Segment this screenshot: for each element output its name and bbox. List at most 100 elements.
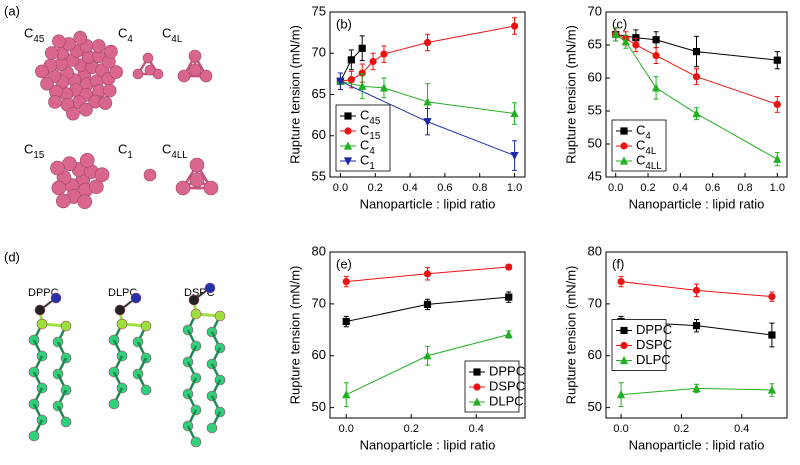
- x-tick-label: 0.4: [673, 182, 688, 194]
- y-tick-label: 65: [588, 36, 602, 51]
- x-tick-label: 0.0: [608, 182, 623, 194]
- atom: [143, 168, 157, 182]
- y-tick-label: 50: [588, 135, 602, 150]
- atom: [108, 398, 120, 410]
- legend-marker: [620, 142, 628, 150]
- y-tick-label: 70: [588, 295, 602, 310]
- y-tick-label: 60: [588, 69, 602, 84]
- y-axis-title: Rupture tension (mN/m): [563, 25, 578, 164]
- molecule-label: C1: [118, 141, 133, 161]
- molecule-label: C45: [24, 25, 45, 45]
- legend-label: DPPC: [489, 363, 525, 378]
- molecule-label: C15: [24, 141, 45, 161]
- atom: [144, 64, 156, 76]
- atom: [204, 282, 216, 294]
- atom: [188, 63, 202, 77]
- atom: [177, 69, 191, 83]
- marker: [423, 300, 432, 308]
- marker: [380, 50, 388, 58]
- atom: [50, 292, 62, 304]
- legend-marker: [472, 397, 482, 406]
- lipid-label: DPPC: [28, 287, 59, 299]
- x-tick-label: 0.0: [333, 182, 348, 194]
- atom: [60, 416, 72, 428]
- y-tick-label: 60: [312, 347, 326, 362]
- marker: [423, 270, 432, 278]
- y-tick-label: 80: [588, 243, 602, 258]
- atom: [175, 180, 191, 196]
- legend-label: DSPC: [489, 378, 525, 393]
- atom: [50, 160, 65, 176]
- marker: [768, 331, 776, 339]
- atom: [188, 49, 202, 63]
- marker: [773, 100, 781, 108]
- atom: [116, 318, 128, 330]
- atom: [91, 39, 106, 53]
- x-tick-label: 0.2: [640, 182, 655, 194]
- marker: [651, 83, 661, 92]
- marker: [423, 38, 432, 47]
- marker: [342, 390, 351, 399]
- y-axis-title: Rupture tension (mN/m): [287, 25, 302, 164]
- atom: [44, 46, 59, 60]
- marker: [342, 317, 350, 326]
- x-axis-title: Nanoparticle : lipid ratio: [629, 196, 765, 211]
- marker: [767, 385, 777, 394]
- atom: [55, 193, 71, 209]
- atom: [98, 96, 113, 110]
- atom: [35, 64, 49, 79]
- marker: [617, 277, 625, 286]
- atom: [203, 180, 219, 196]
- y-axis-title: Rupture tension (mN/m): [287, 266, 302, 405]
- legend-marker: [343, 157, 353, 166]
- marker: [336, 77, 345, 86]
- y-tick-label: 50: [312, 399, 326, 414]
- marker: [505, 263, 513, 271]
- atom: [102, 83, 117, 98]
- atom: [132, 68, 144, 80]
- legend-marker: [344, 127, 352, 135]
- atom: [206, 422, 218, 434]
- molecule-label: C4: [118, 25, 133, 45]
- atom: [51, 180, 67, 196]
- marker: [358, 81, 367, 90]
- marker: [347, 56, 355, 64]
- panel-label: (b): [336, 16, 352, 31]
- legend-marker: [473, 368, 481, 376]
- y-tick-label: 65: [312, 86, 326, 101]
- atom: [199, 69, 213, 83]
- legend-marker: [620, 341, 628, 350]
- legend-label: DPPC: [636, 322, 672, 337]
- marker: [652, 36, 660, 44]
- plot-frame: [329, 251, 526, 419]
- marker: [768, 293, 776, 301]
- x-tick-label: 0.8: [472, 182, 487, 194]
- marker: [358, 44, 366, 52]
- panel-label: (e): [336, 256, 352, 271]
- atom: [77, 194, 93, 210]
- atom: [140, 384, 152, 396]
- atom: [34, 304, 46, 316]
- marker: [773, 56, 781, 64]
- legend-marker: [344, 112, 352, 120]
- marker: [423, 118, 432, 127]
- marker: [369, 57, 377, 66]
- x-axis-title: Nanoparticle : lipid ratio: [629, 437, 765, 452]
- y-tick-label: 55: [312, 168, 326, 183]
- atom: [214, 310, 226, 322]
- y-tick-label: 70: [312, 295, 326, 310]
- x-tick-label: 1.0: [770, 182, 785, 194]
- atom: [94, 167, 110, 183]
- atom: [28, 430, 40, 442]
- x-tick-label: 0.2: [404, 423, 419, 435]
- panel-label: (f): [612, 256, 624, 271]
- plot-frame: [605, 251, 788, 419]
- x-tick-label: 0.0: [339, 423, 354, 435]
- legend-marker: [619, 156, 629, 165]
- atom: [66, 106, 80, 121]
- x-tick-label: 1.0: [507, 182, 522, 194]
- y-tick-label: 50: [588, 399, 602, 414]
- marker: [510, 151, 519, 161]
- marker: [692, 48, 701, 56]
